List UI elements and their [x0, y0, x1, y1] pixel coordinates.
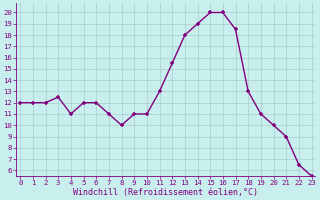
- X-axis label: Windchill (Refroidissement éolien,°C): Windchill (Refroidissement éolien,°C): [73, 188, 258, 197]
